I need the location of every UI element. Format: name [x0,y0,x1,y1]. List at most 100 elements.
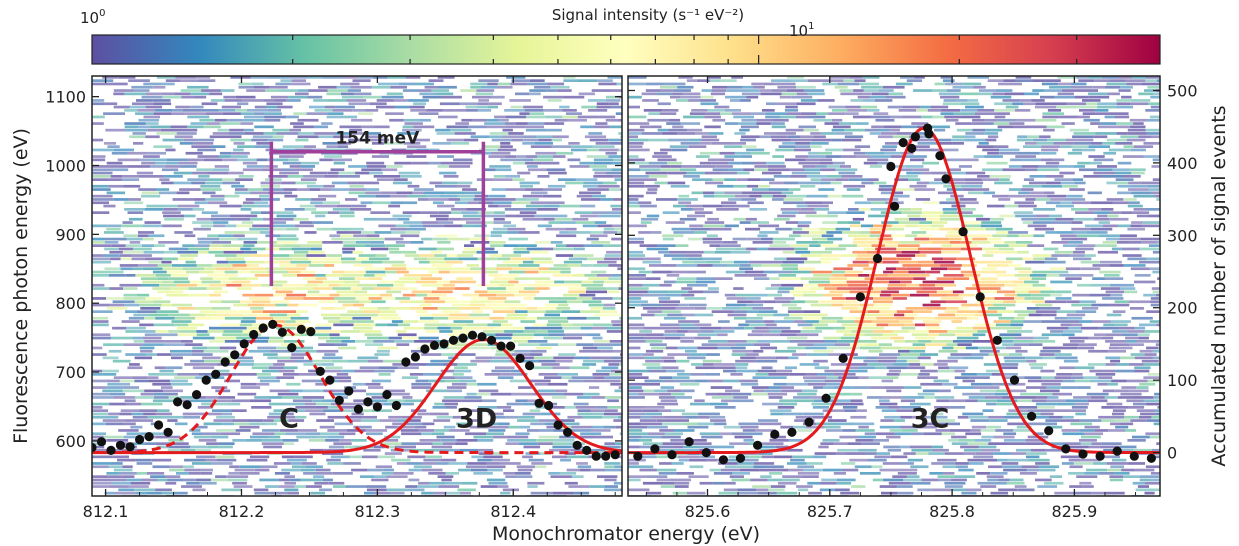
heatmap-cell [992,234,1008,238]
heatmap-cell [898,109,917,112]
heatmap-cell [643,257,661,261]
heatmap-cell [789,290,802,294]
heatmap-cell [970,382,992,386]
heatmap-cell [1015,241,1033,244]
heatmap-cell [687,214,706,218]
heatmap-cell [322,409,343,412]
heatmap-cell [1018,234,1034,238]
heatmap-cell [1076,234,1099,238]
heatmap-cell [383,316,401,320]
heatmap-cell [315,274,326,277]
heatmap-cell [1014,343,1029,346]
heatmap-cell [642,307,658,310]
heatmap-cell [334,132,351,135]
heatmap-cell [735,194,750,198]
heatmap-cell [1119,346,1133,350]
heatmap-cell [994,392,1008,396]
heatmap-cell [92,198,114,201]
heatmap-cell [410,109,427,112]
heatmap-cell [552,366,570,370]
heatmap-cell [722,307,741,310]
heatmap-cell [156,132,177,135]
heatmap-cell [293,125,314,129]
heatmap-cell [1074,379,1090,383]
heatmap-cell [1131,316,1153,320]
heatmap-cell [750,221,769,224]
heatmap-cell [628,198,639,201]
heatmap-cell [160,128,180,132]
heatmap-cell [178,204,200,208]
heatmap-cell [342,303,353,307]
heatmap-cell [336,204,352,208]
heatmap-cell [374,369,395,373]
heatmap-cell [878,313,894,317]
heatmap-cell [188,293,210,297]
heatmap-cell [257,204,271,208]
heatmap-cell [713,330,735,333]
heatmap-cell [362,415,377,419]
heatmap-cell [493,307,510,310]
heatmap-cell [923,320,942,323]
heatmap-cell [546,323,562,327]
heatmap-cell [848,234,870,238]
heatmap-cell [974,313,985,317]
heatmap-cell [381,168,398,172]
heatmap-cell [427,194,441,198]
heatmap-cell [341,92,354,96]
heatmap-cell [711,161,729,165]
heatmap-cell [998,316,1015,320]
heatmap-cell [810,287,825,290]
heatmap-cell [268,270,289,274]
heatmap-cell [391,231,406,234]
heatmap-cell [1004,204,1019,208]
heatmap-cell [378,224,396,228]
heatmap-cell [240,320,256,323]
heatmap-cell [171,356,183,360]
heatmap-cell [675,307,695,310]
heatmap-cell [110,257,121,261]
heatmap-cell [220,89,235,92]
heatmap-cell [144,333,157,337]
heatmap-cell [870,155,891,158]
event-point [582,445,592,455]
heatmap-cell [103,435,124,439]
heatmap-cell [339,406,362,409]
heatmap-cell [963,274,981,277]
heatmap-cell [230,76,241,79]
heatmap-cell [768,326,791,330]
heatmap-cell [889,128,900,132]
heatmap-cell [437,267,451,271]
heatmap-cell [593,280,604,284]
heatmap-cell [763,320,775,323]
heatmap-cell [1130,102,1149,106]
heatmap-cell [1069,128,1089,132]
heatmap-cell [604,412,622,416]
heatmap-cell [322,399,336,403]
heatmap-cell [980,290,997,294]
heatmap-cell [196,168,213,172]
heatmap-cell [107,382,118,386]
heatmap-cell [487,422,498,426]
heatmap-cell [530,201,547,205]
heatmap-cell [1015,155,1036,158]
heatmap-cell [1019,396,1037,399]
heatmap-cell [407,455,426,459]
heatmap-cell [910,208,922,211]
heatmap-cell [797,224,810,228]
heatmap-cell [628,155,639,158]
heatmap-cell [984,118,998,122]
heatmap-cell [1098,376,1113,379]
heatmap-cell [1017,250,1029,254]
heatmap-cell [152,465,170,469]
heatmap-cell [628,353,644,356]
heatmap-cell [725,109,741,112]
heatmap-cell [961,303,979,307]
heatmap-cell [886,320,900,323]
heatmap-cell [394,105,410,109]
heatmap-cell [914,145,930,148]
heatmap-cell [702,241,724,244]
heatmap-cell [870,231,881,234]
heatmap-cell [1152,290,1160,294]
heatmap-cell [619,488,622,492]
heatmap-cell [392,363,409,366]
